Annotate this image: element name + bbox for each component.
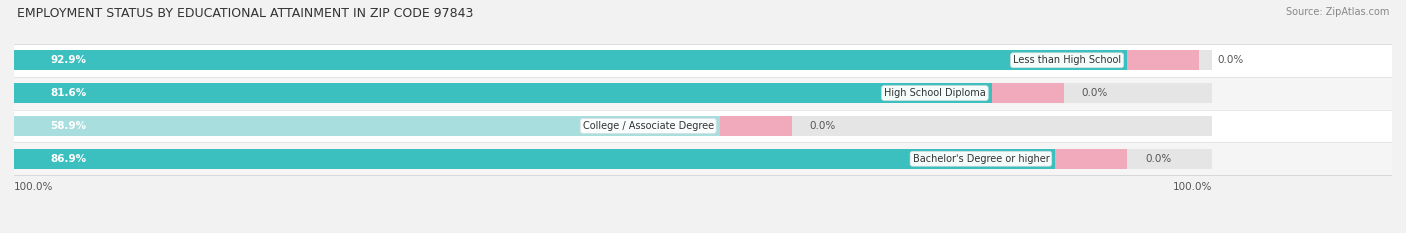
Bar bbox=[14, 50, 1212, 70]
Text: 100.0%: 100.0% bbox=[1173, 182, 1212, 192]
Text: 86.9%: 86.9% bbox=[51, 154, 86, 164]
Bar bbox=[1128, 50, 1199, 70]
Text: 100.0%: 100.0% bbox=[14, 182, 53, 192]
Text: EMPLOYMENT STATUS BY EDUCATIONAL ATTAINMENT IN ZIP CODE 97843: EMPLOYMENT STATUS BY EDUCATIONAL ATTAINM… bbox=[17, 7, 474, 20]
Text: 0.0%: 0.0% bbox=[1081, 88, 1108, 98]
Text: 0.0%: 0.0% bbox=[1218, 55, 1243, 65]
Bar bbox=[720, 116, 792, 136]
Text: High School Diploma: High School Diploma bbox=[884, 88, 986, 98]
Bar bbox=[1056, 149, 1128, 169]
Legend: In Labor Force, Unemployed: In Labor Force, Unemployed bbox=[527, 232, 741, 233]
Bar bbox=[14, 149, 1212, 169]
Bar bbox=[14, 116, 720, 136]
Bar bbox=[14, 142, 1392, 175]
Text: Less than High School: Less than High School bbox=[1014, 55, 1121, 65]
Bar bbox=[14, 116, 1212, 136]
Bar bbox=[14, 149, 1056, 169]
Text: 81.6%: 81.6% bbox=[51, 88, 86, 98]
Text: 58.9%: 58.9% bbox=[51, 121, 86, 131]
Bar bbox=[14, 110, 1392, 142]
Text: 92.9%: 92.9% bbox=[51, 55, 86, 65]
Text: 0.0%: 0.0% bbox=[1144, 154, 1171, 164]
Text: Bachelor's Degree or higher: Bachelor's Degree or higher bbox=[912, 154, 1049, 164]
Text: College / Associate Degree: College / Associate Degree bbox=[582, 121, 714, 131]
Text: 0.0%: 0.0% bbox=[810, 121, 837, 131]
Text: Source: ZipAtlas.com: Source: ZipAtlas.com bbox=[1285, 7, 1389, 17]
Bar bbox=[14, 83, 991, 103]
Bar bbox=[14, 77, 1392, 110]
Bar bbox=[14, 44, 1392, 77]
Bar bbox=[14, 83, 1212, 103]
Bar bbox=[991, 83, 1064, 103]
Bar bbox=[14, 50, 1128, 70]
